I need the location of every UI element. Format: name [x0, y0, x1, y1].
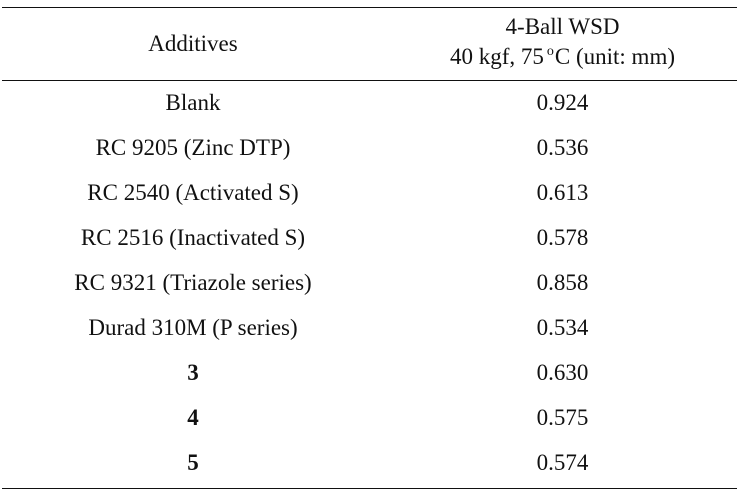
table-row: 4 0.575 — [0, 395, 739, 440]
table-header: Additives 4-Ball WSD 40 kgf, 75 oC (unit:… — [0, 8, 739, 80]
additive-cell: 5 — [187, 449, 199, 475]
header-wsd-conditions-pre: 40 kgf, 75 — [449, 44, 544, 69]
table-header-rule — [2, 80, 737, 81]
table-row: Durad 310M (P series) 0.534 — [0, 305, 739, 350]
header-wsd-conditions-post: C (unit: mm) — [554, 44, 676, 69]
wsd-cell: 0.578 — [536, 224, 589, 250]
wsd-cell: 0.924 — [536, 89, 589, 115]
table-row: 5 0.574 — [0, 440, 739, 485]
additive-cell: Durad 310M (P series) — [88, 314, 298, 340]
wsd-cell: 0.630 — [536, 359, 589, 385]
table-body: Blank 0.924 RC 9205 (Zinc DTP) 0.536 RC … — [0, 80, 739, 485]
table-top-rule — [2, 7, 737, 8]
additive-cell: 4 — [187, 404, 199, 430]
additive-cell: RC 2540 (Activated S) — [87, 179, 299, 205]
header-additives: Additives — [148, 31, 238, 56]
additive-cell: RC 2516 (Inactivated S) — [80, 224, 306, 250]
wsd-cell: 0.536 — [536, 134, 589, 160]
table-row: RC 2516 (Inactivated S) 0.578 — [0, 215, 739, 260]
wsd-cell: 0.574 — [536, 449, 589, 475]
additive-cell: RC 9321 (Triazole series) — [74, 269, 312, 295]
table-bottom-rule — [2, 488, 737, 489]
table-row: Blank 0.924 — [0, 80, 739, 125]
wsd-cell: 0.534 — [536, 314, 589, 340]
header-wsd-conditions: 40 kgf, 75 oC (unit: mm) — [450, 42, 675, 76]
table-row: RC 9205 (Zinc DTP) 0.536 — [0, 125, 739, 170]
wsd-cell: 0.858 — [536, 269, 589, 295]
table-row: RC 9321 (Triazole series) 0.858 — [0, 260, 739, 305]
header-wsd: 4-Ball WSD 40 kgf, 75 oC (unit: mm) — [386, 8, 739, 80]
table-row: RC 2540 (Activated S) 0.613 — [0, 170, 739, 215]
additive-cell: 3 — [187, 359, 199, 385]
additive-cell: Blank — [165, 89, 221, 115]
header-wsd-title: 4-Ball WSD — [505, 14, 620, 39]
table-row: 3 0.630 — [0, 350, 739, 395]
degree-superscript: o — [546, 44, 554, 59]
wsd-cell: 0.613 — [536, 179, 589, 205]
additive-cell: RC 9205 (Zinc DTP) — [95, 134, 291, 160]
wsd-cell: 0.575 — [536, 404, 589, 430]
